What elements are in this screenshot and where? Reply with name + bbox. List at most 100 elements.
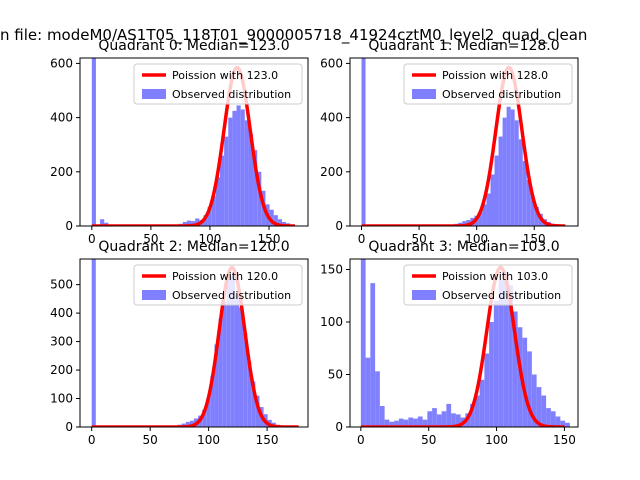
histogram-bar: [247, 361, 252, 427]
subplot-title: Quadrant 3: Median=103.0: [368, 239, 559, 255]
histogram-bar: [236, 105, 241, 226]
legend-patch-swatch: [412, 290, 436, 300]
histogram-bar: [191, 221, 196, 226]
poisson-fit-line: [90, 265, 300, 427]
legend-box: [403, 264, 573, 306]
plot-area: [359, 259, 570, 427]
histogram-bar: [394, 420, 399, 427]
poisson-fit-line: [90, 65, 297, 226]
histogram-bar: [211, 196, 216, 226]
histogram-bar: [506, 106, 511, 226]
histogram-bar: [493, 301, 499, 427]
histogram-bar: [541, 395, 547, 427]
histogram-bar: [228, 117, 233, 226]
subplot-title: Quadrant 0: Median=123.0: [98, 38, 289, 54]
histogram-bar: [482, 204, 487, 226]
legend-label: Observed distribution: [172, 289, 291, 302]
histogram-bar: [522, 160, 527, 226]
axes-frame: [349, 258, 579, 428]
histogram-bar: [502, 117, 507, 226]
histogram-bar: [555, 416, 561, 427]
x-tick-label: 0: [357, 433, 365, 447]
y-tick-label: 0: [335, 420, 343, 434]
histogram-bar: [100, 219, 105, 226]
y-tick-label: 200: [50, 363, 73, 377]
plot-area: [90, 259, 300, 427]
histogram-bar: [479, 379, 485, 427]
histogram-bar: [498, 280, 504, 427]
histogram-bar: [546, 408, 551, 427]
histogram-bar: [370, 283, 376, 427]
subplot-quadrant-0: 0 50 100 150 0 200 400 600 Quadrant 0: Median=12…: [50, 38, 309, 246]
histogram-bar: [239, 307, 244, 427]
histogram-bar: [534, 207, 539, 226]
legend-label: Poission with 123.0: [172, 69, 278, 82]
histogram-bar: [248, 133, 254, 226]
y-tick-label: 100: [320, 315, 343, 329]
histogram-bar: [269, 209, 274, 226]
histogram-bar: [255, 395, 260, 427]
histogram-bar: [207, 207, 212, 226]
x-tick-label: 50: [411, 232, 426, 246]
histogram-bar: [219, 155, 225, 226]
histogram-bar: [182, 221, 187, 226]
legend-box: [403, 63, 573, 105]
y-tick-label: 200: [50, 165, 73, 179]
histogram-bar: [273, 215, 278, 226]
histogram-bar: [427, 411, 433, 427]
histogram-bar: [441, 411, 447, 427]
legend: Poission with 103.0 Observed distribution: [403, 264, 573, 306]
legend-label: Observed distribution: [442, 289, 561, 302]
x-tick-label: 50: [421, 433, 436, 447]
histogram-bar: [230, 276, 235, 427]
x-tick-label: 0: [358, 232, 366, 246]
x-tick-label: 0: [88, 232, 96, 246]
histogram-bar: [486, 193, 491, 226]
histogram-bar: [282, 221, 287, 226]
y-tick-label: 200: [320, 165, 343, 179]
plot-area: [90, 58, 297, 226]
y-tick-label: 600: [320, 56, 343, 70]
histogram-bar: [379, 406, 385, 427]
histogram-bar: [186, 220, 192, 226]
histogram-bar: [375, 371, 380, 427]
x-tick-label: 100: [465, 232, 488, 246]
histogram-bar: [253, 150, 258, 226]
legend: Poission with 123.0 Observed distribution: [133, 63, 303, 105]
histogram-bar: [451, 413, 456, 427]
legend-patch-swatch: [412, 89, 436, 99]
histogram-bar: [508, 285, 513, 427]
histogram-bar: [510, 109, 515, 226]
histogram-bar: [206, 398, 211, 427]
histogram-bar: [408, 417, 414, 427]
histogram-bar: [361, 58, 366, 226]
histogram-bar: [226, 271, 231, 427]
y-tick-label: 0: [65, 219, 73, 233]
y-tick-label: 600: [50, 56, 73, 70]
x-tick-label: 150: [523, 232, 546, 246]
poisson-fit-line: [359, 265, 566, 427]
histogram-bar: [514, 120, 519, 226]
subplot-quadrant-1: 0 50 100 150 0 200 400 600 Quadrant 1: Median=12…: [320, 38, 579, 246]
histogram-bar: [503, 271, 509, 427]
x-tick-label: 150: [258, 232, 281, 246]
histogram-bar: [251, 381, 256, 427]
histogram-bar: [277, 219, 283, 226]
histogram-bar: [360, 259, 366, 427]
histogram-bar: [403, 419, 409, 427]
legend-label: Observed distribution: [172, 88, 291, 101]
histogram-bar: [91, 58, 96, 226]
histogram-bar: [422, 419, 428, 427]
histogram-bar: [413, 418, 418, 427]
histogram-bar: [91, 259, 96, 427]
x-tick-label: 100: [197, 433, 220, 447]
histogram-bar: [536, 387, 542, 427]
legend-label: Observed distribution: [442, 88, 561, 101]
histogram-bar: [512, 311, 518, 427]
legend-label: Poission with 120.0: [172, 270, 278, 283]
histogram-bar: [522, 337, 528, 427]
histogram-bar: [489, 322, 494, 427]
legend-label: Poission with 103.0: [442, 270, 548, 283]
subplot-title: Quadrant 1: Median=128.0: [368, 38, 559, 54]
axes-frame: [79, 258, 309, 428]
